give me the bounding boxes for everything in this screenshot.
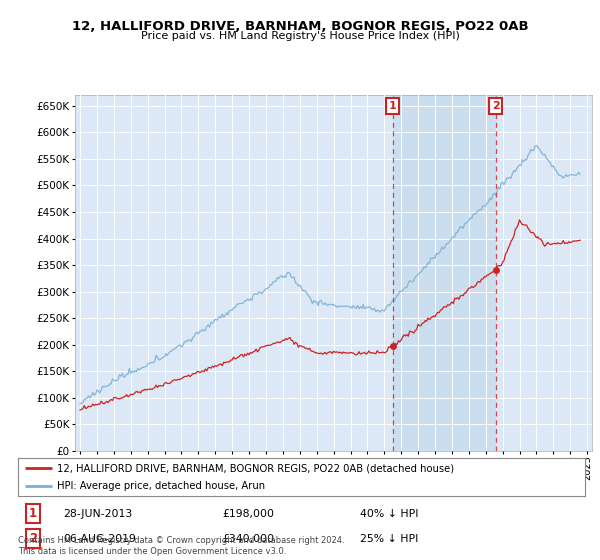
Text: 2: 2 [29, 532, 37, 545]
Bar [392, 95, 496, 451]
Text: 25% ↓ HPI: 25% ↓ HPI [360, 534, 418, 544]
Text: £340,000: £340,000 [222, 534, 274, 544]
Text: £198,000: £198,000 [222, 508, 274, 519]
Text: 2: 2 [492, 101, 500, 111]
Text: Price paid vs. HM Land Registry's House Price Index (HPI): Price paid vs. HM Land Registry's House … [140, 31, 460, 41]
Text: 1: 1 [389, 101, 397, 111]
Text: 28-JUN-2013: 28-JUN-2013 [63, 508, 132, 519]
Text: 40% ↓ HPI: 40% ↓ HPI [360, 508, 419, 519]
Text: 12, HALLIFORD DRIVE, BARNHAM, BOGNOR REGIS, PO22 0AB: 12, HALLIFORD DRIVE, BARNHAM, BOGNOR REG… [71, 20, 529, 32]
Text: HPI: Average price, detached house, Arun: HPI: Average price, detached house, Arun [56, 480, 265, 491]
Text: Contains HM Land Registry data © Crown copyright and database right 2024.
This d: Contains HM Land Registry data © Crown c… [18, 536, 344, 556]
Text: 06-AUG-2019: 06-AUG-2019 [63, 534, 136, 544]
Text: 12, HALLIFORD DRIVE, BARNHAM, BOGNOR REGIS, PO22 0AB (detached house): 12, HALLIFORD DRIVE, BARNHAM, BOGNOR REG… [56, 463, 454, 473]
Text: 1: 1 [29, 507, 37, 520]
